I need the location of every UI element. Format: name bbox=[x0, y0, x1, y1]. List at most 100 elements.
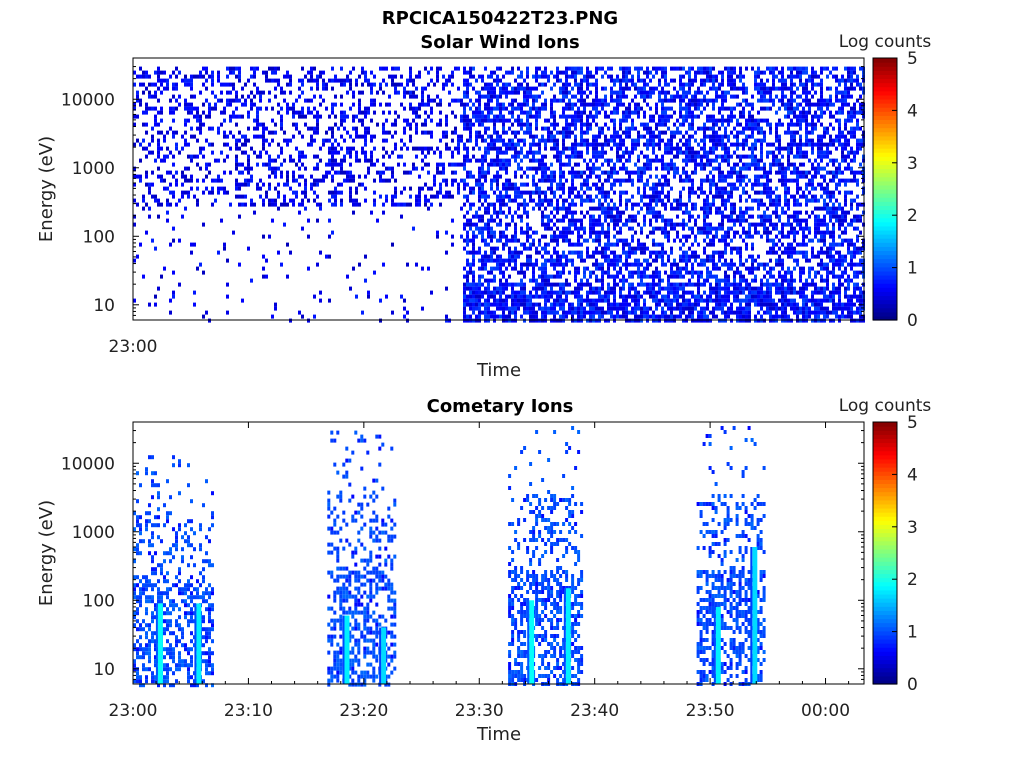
heatmap-cell bbox=[529, 290, 532, 295]
heatmap-cell bbox=[418, 74, 421, 79]
heatmap-cell bbox=[499, 86, 502, 91]
heatmap-cell bbox=[700, 182, 703, 187]
heatmap-cell bbox=[190, 178, 193, 183]
heatmap-cell bbox=[676, 214, 679, 219]
heatmap-cell bbox=[523, 90, 526, 95]
heatmap-cell bbox=[739, 314, 742, 319]
heatmap-cell bbox=[331, 166, 334, 171]
heatmap-cell bbox=[709, 146, 712, 151]
heatmap-cell bbox=[577, 82, 580, 87]
heatmap-cell bbox=[340, 158, 343, 163]
heatmap-cell bbox=[628, 134, 631, 139]
heatmap-cell bbox=[727, 218, 730, 223]
heatmap-cell bbox=[274, 66, 277, 71]
heatmap-cell bbox=[625, 218, 628, 223]
heatmap-cell bbox=[400, 154, 403, 159]
heatmap-cell bbox=[292, 102, 295, 107]
heatmap-cell bbox=[607, 214, 610, 219]
heatmap-cell bbox=[592, 182, 595, 187]
heatmap-cell bbox=[487, 310, 490, 315]
heatmap-cell bbox=[514, 146, 517, 151]
heatmap-cell bbox=[643, 98, 646, 103]
heatmap-cell bbox=[652, 158, 655, 163]
heatmap-cell bbox=[133, 122, 136, 127]
heatmap-cell bbox=[436, 74, 439, 79]
heatmap-cell bbox=[535, 190, 538, 195]
heatmap-cell bbox=[712, 242, 715, 247]
heatmap-cell bbox=[658, 302, 661, 307]
heatmap-cell bbox=[400, 202, 403, 207]
heatmap-cell bbox=[601, 154, 604, 159]
heatmap-cell bbox=[199, 122, 202, 127]
heatmap-cell bbox=[310, 174, 313, 179]
heatmap-cell bbox=[718, 94, 721, 99]
heatmap-cell bbox=[526, 94, 529, 99]
heatmap-cell bbox=[628, 286, 631, 291]
heatmap-cell bbox=[172, 174, 175, 179]
heatmap-cell bbox=[580, 110, 583, 115]
heatmap-cell bbox=[652, 134, 655, 139]
heatmap-cell bbox=[661, 166, 664, 171]
heatmap-cell bbox=[592, 290, 595, 295]
heatmap-cell bbox=[682, 114, 685, 119]
heatmap-cell bbox=[664, 142, 667, 147]
heatmap-cell bbox=[613, 98, 616, 103]
heatmap-cell bbox=[511, 302, 514, 307]
heatmap-cell bbox=[706, 302, 709, 307]
heatmap-cell bbox=[316, 78, 319, 83]
heatmap-cell bbox=[160, 274, 163, 279]
heatmap-cell bbox=[658, 314, 661, 319]
heatmap-cell bbox=[430, 146, 433, 151]
heatmap-cell bbox=[499, 190, 502, 195]
heatmap-cell bbox=[652, 74, 655, 79]
heatmap-cell bbox=[574, 78, 577, 83]
heatmap-cell bbox=[499, 202, 502, 207]
heatmap-cell bbox=[703, 150, 706, 155]
heatmap-cell bbox=[565, 86, 568, 91]
heatmap-cell bbox=[664, 98, 667, 103]
heatmap-cell bbox=[292, 106, 295, 111]
heatmap-cell bbox=[565, 214, 568, 219]
heatmap-cell bbox=[529, 126, 532, 131]
heatmap-cell bbox=[232, 86, 235, 91]
heatmap-cell bbox=[529, 106, 532, 111]
heatmap-cell bbox=[736, 130, 739, 135]
heatmap-cell bbox=[613, 122, 616, 127]
heatmap-cell bbox=[598, 238, 601, 243]
heatmap-cell bbox=[739, 298, 742, 303]
heatmap-cell bbox=[631, 234, 634, 239]
heatmap-cell bbox=[691, 314, 694, 319]
heatmap-cell bbox=[301, 82, 304, 87]
heatmap-cell bbox=[508, 318, 511, 323]
heatmap-cell bbox=[382, 126, 385, 131]
heatmap-cell bbox=[430, 110, 433, 115]
heatmap-cell bbox=[448, 162, 451, 167]
heatmap-cell bbox=[673, 206, 676, 211]
heatmap-cell bbox=[337, 170, 340, 175]
heatmap-cell bbox=[244, 134, 247, 139]
heatmap-cell bbox=[667, 230, 670, 235]
heatmap-cell bbox=[595, 174, 598, 179]
heatmap-cell bbox=[682, 298, 685, 303]
heatmap-cell bbox=[643, 82, 646, 87]
heatmap-cell bbox=[685, 270, 688, 275]
heatmap-cell bbox=[631, 146, 634, 151]
heatmap-cell bbox=[151, 126, 154, 131]
heatmap-cell bbox=[466, 70, 469, 75]
heatmap-cell bbox=[187, 178, 190, 183]
heatmap-cell bbox=[721, 202, 724, 207]
heatmap-cell bbox=[613, 82, 616, 87]
heatmap-cell bbox=[451, 242, 454, 247]
heatmap-cell bbox=[550, 282, 553, 287]
heatmap-cell bbox=[736, 294, 739, 299]
heatmap-cell bbox=[694, 202, 697, 207]
heatmap-cell bbox=[349, 178, 352, 183]
heatmap-cell bbox=[535, 310, 538, 315]
heatmap-cell bbox=[481, 94, 484, 99]
heatmap-cell bbox=[379, 170, 382, 175]
heatmap-cell bbox=[304, 166, 307, 171]
heatmap-cell bbox=[715, 230, 718, 235]
heatmap-cell bbox=[442, 82, 445, 87]
heatmap-cell bbox=[577, 70, 580, 75]
heatmap-cell bbox=[463, 122, 466, 127]
